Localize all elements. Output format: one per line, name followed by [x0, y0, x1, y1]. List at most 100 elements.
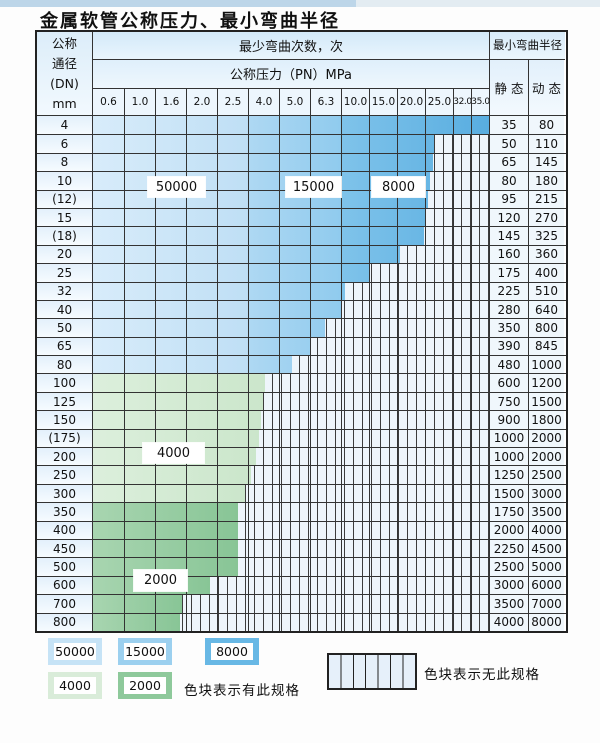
dn-cell: 40: [37, 300, 93, 319]
header-mid: 最少弯曲次数，次 公称压力（PN）MPa 0.6 1.0 1.6 2.0 2.5 4.0 5…: [93, 32, 490, 115]
pressure-col-header: 1.6: [155, 89, 186, 115]
dn-cell: 15: [37, 208, 93, 227]
spec-area: [93, 576, 490, 595]
dn-cell: 500: [37, 558, 93, 576]
page-title: 金属软管公称压力、最小弯曲半径: [40, 11, 340, 32]
dynamic-radius-cell: 145: [529, 153, 564, 172]
cycle-count-label: 4000: [143, 443, 204, 463]
spec-area: [93, 337, 490, 356]
dynamic-radius-cell: 180: [529, 172, 564, 190]
pressure-col-header: 32.0: [453, 89, 472, 115]
legend-swatch-label: 15000: [124, 643, 166, 660]
static-radius-cell: 120: [490, 208, 529, 227]
dn-cell: 8: [37, 153, 93, 172]
legend-no-spec-swatch: [327, 653, 417, 690]
table-row: (175) 1000 2000: [37, 428, 566, 448]
dn-cell: 125: [37, 392, 93, 411]
legend-has-spec-text: 色块表示有此规格: [184, 683, 300, 699]
static-radius-cell: 50: [490, 135, 529, 153]
legend-no-spec-text: 色块表示无此规格: [424, 667, 540, 683]
colored-spec-bar: [93, 208, 426, 227]
static-radius-cell: 280: [490, 300, 529, 319]
header-dn-line: 公称: [51, 35, 77, 51]
colored-spec-bar: [93, 245, 400, 264]
dn-cell: 200: [37, 448, 93, 466]
table-row: 6 50 110: [37, 134, 566, 153]
table-row: 350 1750 3500: [37, 502, 566, 521]
static-radius-cell: 2000: [490, 521, 529, 539]
pressure-col-header: 25.0: [425, 89, 453, 115]
static-radius-cell: 65: [490, 153, 529, 172]
spec-area: [93, 227, 490, 245]
dn-cell: 450: [37, 539, 93, 558]
header-dn-cell: 公称 通径 (DN) mm: [37, 32, 93, 115]
table-row: 125 750 1500: [37, 391, 566, 411]
static-radius-cell: 2500: [490, 558, 529, 576]
dynamic-radius-cell: 7000: [529, 595, 564, 613]
static-radius-cell: 3000: [490, 576, 529, 595]
legend-swatch-label: 4000: [54, 677, 96, 694]
top-accent-strip-light: [356, 0, 600, 7]
static-radius-cell: 95: [490, 190, 529, 208]
spec-area: [93, 558, 490, 576]
static-radius-cell: 1000: [490, 429, 529, 448]
pressure-col-header: 10.0: [341, 89, 369, 115]
colored-spec-bar: [93, 558, 238, 576]
dn-cell: 50: [37, 319, 93, 337]
spec-area: [93, 208, 490, 227]
pressure-col-header: 6.3: [310, 89, 341, 115]
dn-cell: 300: [37, 484, 93, 503]
colored-spec-bar: [93, 319, 325, 337]
colored-spec-bar: [93, 116, 489, 135]
pressure-col-header: 20.0: [397, 89, 425, 115]
static-radius-cell: 175: [490, 264, 529, 282]
static-radius-cell: 80: [490, 172, 529, 190]
colored-spec-bar: [93, 613, 180, 631]
dynamic-radius-cell: 80: [529, 116, 564, 135]
static-radius-cell: 145: [490, 227, 529, 245]
pressure-col-header: 2.5: [217, 89, 248, 115]
cycle-count-label: 15000: [286, 177, 341, 197]
static-radius-cell: 900: [490, 411, 529, 429]
colored-spec-bar: [93, 135, 434, 153]
spec-area: [93, 153, 490, 172]
dynamic-radius-cell: 4000: [529, 521, 564, 539]
legend-swatch: 50000: [48, 638, 102, 665]
dn-cell: (18): [37, 227, 93, 245]
dn-cell: 350: [37, 503, 93, 521]
pressure-col-header: 0.6: [100, 96, 117, 109]
table-row: 300 1500 3000: [37, 483, 566, 503]
dynamic-radius-cell: 640: [529, 300, 564, 319]
static-radius-cell: 1750: [490, 503, 529, 521]
table-row: 100 600 1200: [37, 373, 566, 392]
dynamic-radius-cell: 1800: [529, 411, 564, 429]
static-radius-cell: 1000: [490, 448, 529, 466]
table-header: 公称 通径 (DN) mm 最少弯曲次数，次 公称压力（PN）MPa 0.6 1.…: [37, 32, 566, 116]
table-row: 200 1000 2000: [37, 447, 566, 466]
spec-area: [93, 282, 490, 300]
static-radius-cell: 600: [490, 374, 529, 392]
dn-cell: 20: [37, 245, 93, 264]
dynamic-radius-cell: 8000: [529, 613, 564, 631]
spec-area: [93, 595, 490, 613]
table-row: 4 35 80: [37, 116, 566, 135]
dn-cell: 400: [37, 521, 93, 539]
table-row: 8 65 145: [37, 152, 566, 172]
table-row: 50 350 800: [37, 318, 566, 337]
table-row: 150 900 1800: [37, 410, 566, 429]
table-row: 40 280 640: [37, 299, 566, 319]
dynamic-radius-cell: 1000: [529, 356, 564, 374]
dynamic-radius-cell: 2000: [529, 448, 564, 466]
header-dynamic-label: 动 态: [529, 59, 564, 115]
dn-cell: 6: [37, 135, 93, 153]
spec-area: [93, 264, 490, 282]
dn-cell: 25: [37, 264, 93, 282]
table-row: 80 480 1000: [37, 355, 566, 374]
dn-cell: 150: [37, 411, 93, 429]
table-row: 600 3000 6000: [37, 575, 566, 595]
top-accent-strip: [0, 0, 356, 7]
static-radius-cell: 750: [490, 392, 529, 411]
header-cycles-label: 最少弯曲次数，次: [93, 32, 489, 60]
legend-swatch: 8000: [205, 638, 259, 665]
